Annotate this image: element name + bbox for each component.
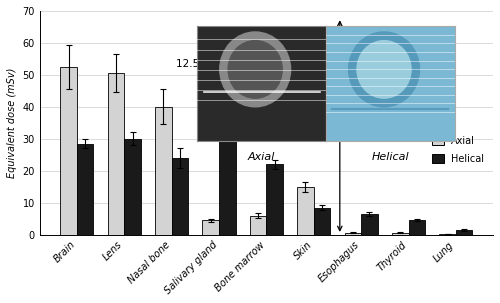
Bar	[440, 234, 456, 235]
Ellipse shape	[228, 41, 282, 98]
Bar	[361, 214, 378, 235]
Bar	[124, 139, 141, 235]
Bar	[266, 165, 283, 235]
Bar	[202, 220, 219, 235]
Text: 12.5 cm: 12.5 cm	[176, 59, 219, 69]
Text: Helical: Helical	[372, 152, 410, 162]
Bar	[392, 233, 408, 235]
Text: Axial: Axial	[248, 152, 276, 162]
Ellipse shape	[357, 41, 411, 98]
Y-axis label: Equivalent dose (mSv): Equivalent dose (mSv)	[7, 68, 17, 178]
Bar	[172, 158, 188, 235]
Bar	[314, 208, 330, 235]
Bar	[77, 144, 94, 235]
Bar	[297, 187, 314, 235]
Ellipse shape	[348, 32, 420, 107]
Bar	[219, 88, 236, 235]
Ellipse shape	[220, 32, 290, 107]
Bar	[60, 67, 77, 235]
Bar	[155, 107, 172, 235]
Legend: Axial, Helical: Axial, Helical	[428, 132, 488, 168]
Bar	[456, 230, 472, 235]
Text: 21.1 cm: 21.1 cm	[344, 108, 387, 118]
Bar	[344, 233, 361, 235]
Bar	[250, 216, 266, 235]
Bar	[108, 73, 124, 235]
Bar	[408, 220, 425, 235]
